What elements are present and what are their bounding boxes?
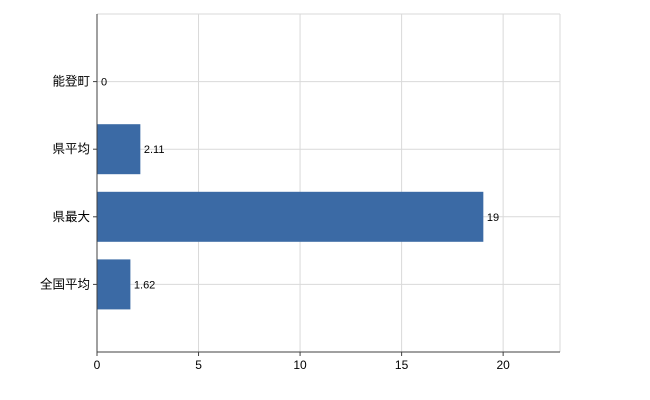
- x-tick-label: 15: [395, 358, 409, 372]
- value-label: 0: [101, 77, 107, 89]
- value-label: 2.11: [144, 144, 165, 156]
- bar: [97, 259, 131, 310]
- x-tick-label: 10: [293, 358, 307, 372]
- category-label: 能登町: [52, 74, 90, 89]
- category-label: 全国平均: [40, 276, 90, 291]
- bar: [97, 124, 141, 175]
- value-label: 1.62: [134, 279, 155, 291]
- bar: [97, 191, 484, 242]
- category-label: 県最大: [52, 210, 90, 224]
- x-tick-label: 5: [195, 358, 202, 372]
- x-tick-label: 20: [496, 358, 510, 372]
- category-label: 県平均: [52, 142, 90, 156]
- value-label: 19: [487, 212, 499, 224]
- x-tick-label: 0: [94, 358, 101, 372]
